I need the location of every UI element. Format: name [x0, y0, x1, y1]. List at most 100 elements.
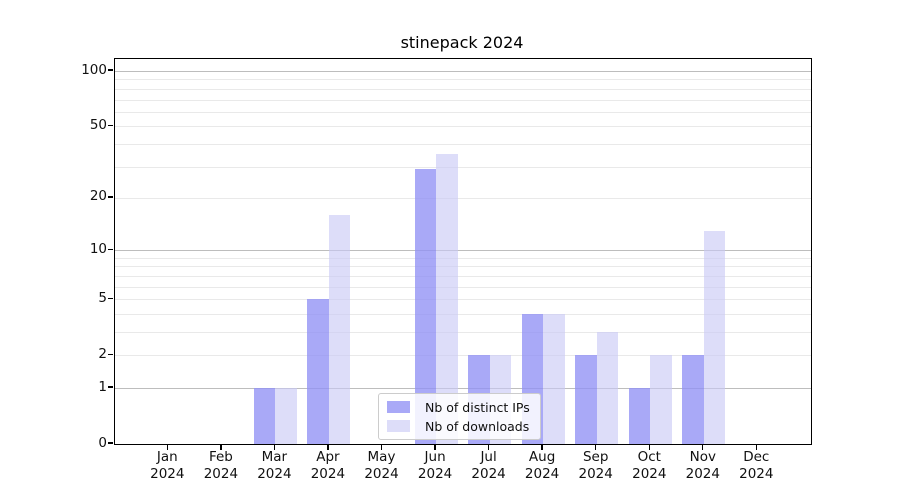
y-tick-mark — [108, 248, 113, 250]
y-tick-label: 20 — [89, 188, 107, 205]
x-tick-mark — [702, 444, 704, 450]
gridline-major — [115, 388, 811, 389]
y-tick-mark — [108, 386, 113, 388]
x-tick-label-dec: Dec 2024 — [724, 449, 788, 483]
y-tick-label: 1 — [98, 378, 107, 395]
x-tick-mark — [273, 444, 276, 450]
x-tick-year: 2024 — [524, 466, 560, 482]
y-tick-label: 10 — [89, 240, 107, 257]
legend-entry: Nb of downloads — [387, 418, 530, 434]
gridline-minor — [115, 286, 811, 288]
x-tick-mark — [434, 444, 436, 450]
x-tick-month: Dec — [743, 449, 770, 465]
y-tick-mark — [108, 69, 113, 71]
x-tick-label-feb: Feb 2024 — [189, 449, 253, 483]
legend-label: Nb of downloads — [425, 418, 530, 434]
x-tick-month: Apr — [316, 449, 340, 465]
bar-downloads-jun — [436, 154, 458, 444]
bar-ips-mar — [253, 388, 276, 444]
y-tick-label: 0 — [98, 434, 107, 451]
x-tick-month: Jan — [156, 449, 178, 465]
x-tick-year: 2024 — [203, 466, 239, 482]
bar-ips-oct — [628, 388, 651, 444]
x-tick-month: Mar — [261, 449, 288, 465]
gridline-minor — [115, 99, 811, 101]
gridline-major — [115, 71, 811, 72]
y-tick-mark — [108, 124, 113, 126]
x-tick-month: Oct — [637, 449, 661, 465]
x-tick-year: 2024 — [632, 466, 667, 482]
x-tick-year: 2024 — [739, 466, 774, 482]
x-tick-label-jan: Jan 2024 — [135, 449, 199, 483]
bar-ips-jun — [414, 169, 437, 444]
y-tick-label: 50 — [89, 116, 107, 133]
gridline-minor — [115, 299, 811, 301]
y-tick-mark — [108, 297, 113, 299]
gridline-minor — [115, 313, 811, 315]
y-tick-label: 2 — [98, 345, 107, 362]
y-tick-label: 100 — [81, 61, 107, 78]
bar-downloads-mar — [275, 388, 297, 444]
plot-area — [114, 58, 812, 445]
x-tick-label-mar: Mar 2024 — [242, 449, 306, 483]
x-tick-year: 2024 — [685, 466, 720, 482]
x-tick-month: Nov — [689, 449, 716, 465]
x-tick-mark — [220, 444, 222, 450]
gridline-minor — [115, 266, 811, 268]
gridline-minor — [115, 332, 811, 333]
x-tick-month: May — [367, 449, 396, 465]
y-tick-mark — [108, 196, 113, 198]
bar-downloads-oct — [650, 355, 672, 444]
gridline-minor — [115, 143, 811, 145]
legend-label: Nb of distinct IPs — [425, 399, 530, 415]
gridline-major — [115, 250, 811, 252]
gridline-minor — [115, 275, 811, 277]
x-tick-mark — [541, 444, 543, 450]
x-tick-label-jun: Jun 2024 — [403, 449, 467, 483]
gridline-minor — [115, 197, 811, 199]
x-tick-mark — [595, 444, 597, 450]
x-tick-month: Jun — [424, 449, 446, 465]
legend-swatch-ips — [387, 401, 410, 413]
gridline-minor — [115, 88, 811, 90]
x-tick-mark — [755, 444, 757, 450]
bar-ips-nov — [682, 355, 704, 444]
bar-downloads-sep — [596, 332, 619, 444]
x-tick-year: 2024 — [257, 466, 292, 482]
gridline-minor — [115, 257, 811, 259]
chart-title: stinepack 2024 — [400, 33, 524, 52]
x-tick-month: Aug — [528, 449, 556, 465]
x-tick-label-may: May 2024 — [350, 449, 414, 483]
bar-ips-sep — [575, 355, 597, 444]
x-tick-month: Jul — [480, 449, 497, 465]
x-tick-label-apr: Apr 2024 — [296, 449, 360, 483]
bar-ips-apr — [307, 299, 329, 444]
x-tick-year: 2024 — [310, 466, 346, 482]
x-tick-label-nov: Nov 2024 — [671, 449, 735, 483]
gridline-minor — [115, 126, 811, 128]
x-tick-year: 2024 — [150, 466, 185, 482]
x-tick-label-jul: Jul 2024 — [457, 449, 521, 483]
y-tick-label: 5 — [98, 289, 107, 306]
bar-downloads-aug — [543, 313, 565, 444]
x-tick-mark — [648, 444, 650, 450]
x-tick-year: 2024 — [578, 466, 613, 482]
x-tick-month: Sep — [582, 449, 609, 465]
bar-downloads-nov — [703, 230, 726, 444]
legend: Nb of distinct IPs Nb of downloads — [378, 393, 541, 440]
y-tick-mark — [108, 442, 113, 444]
x-tick-mark — [487, 444, 490, 450]
x-tick-label-aug: Aug 2024 — [510, 449, 574, 483]
x-tick-mark — [327, 444, 329, 450]
gridline-minor — [115, 111, 811, 113]
x-tick-label-sep: Sep 2024 — [564, 449, 628, 483]
x-tick-month: Feb — [208, 449, 233, 465]
x-tick-year: 2024 — [471, 466, 506, 482]
legend-entry: Nb of distinct IPs — [387, 399, 530, 415]
y-tick-mark — [108, 353, 113, 355]
gridline-minor — [115, 355, 811, 357]
gridline-minor — [115, 79, 811, 81]
legend-swatch-downloads — [387, 420, 410, 432]
bar-downloads-apr — [328, 215, 351, 444]
